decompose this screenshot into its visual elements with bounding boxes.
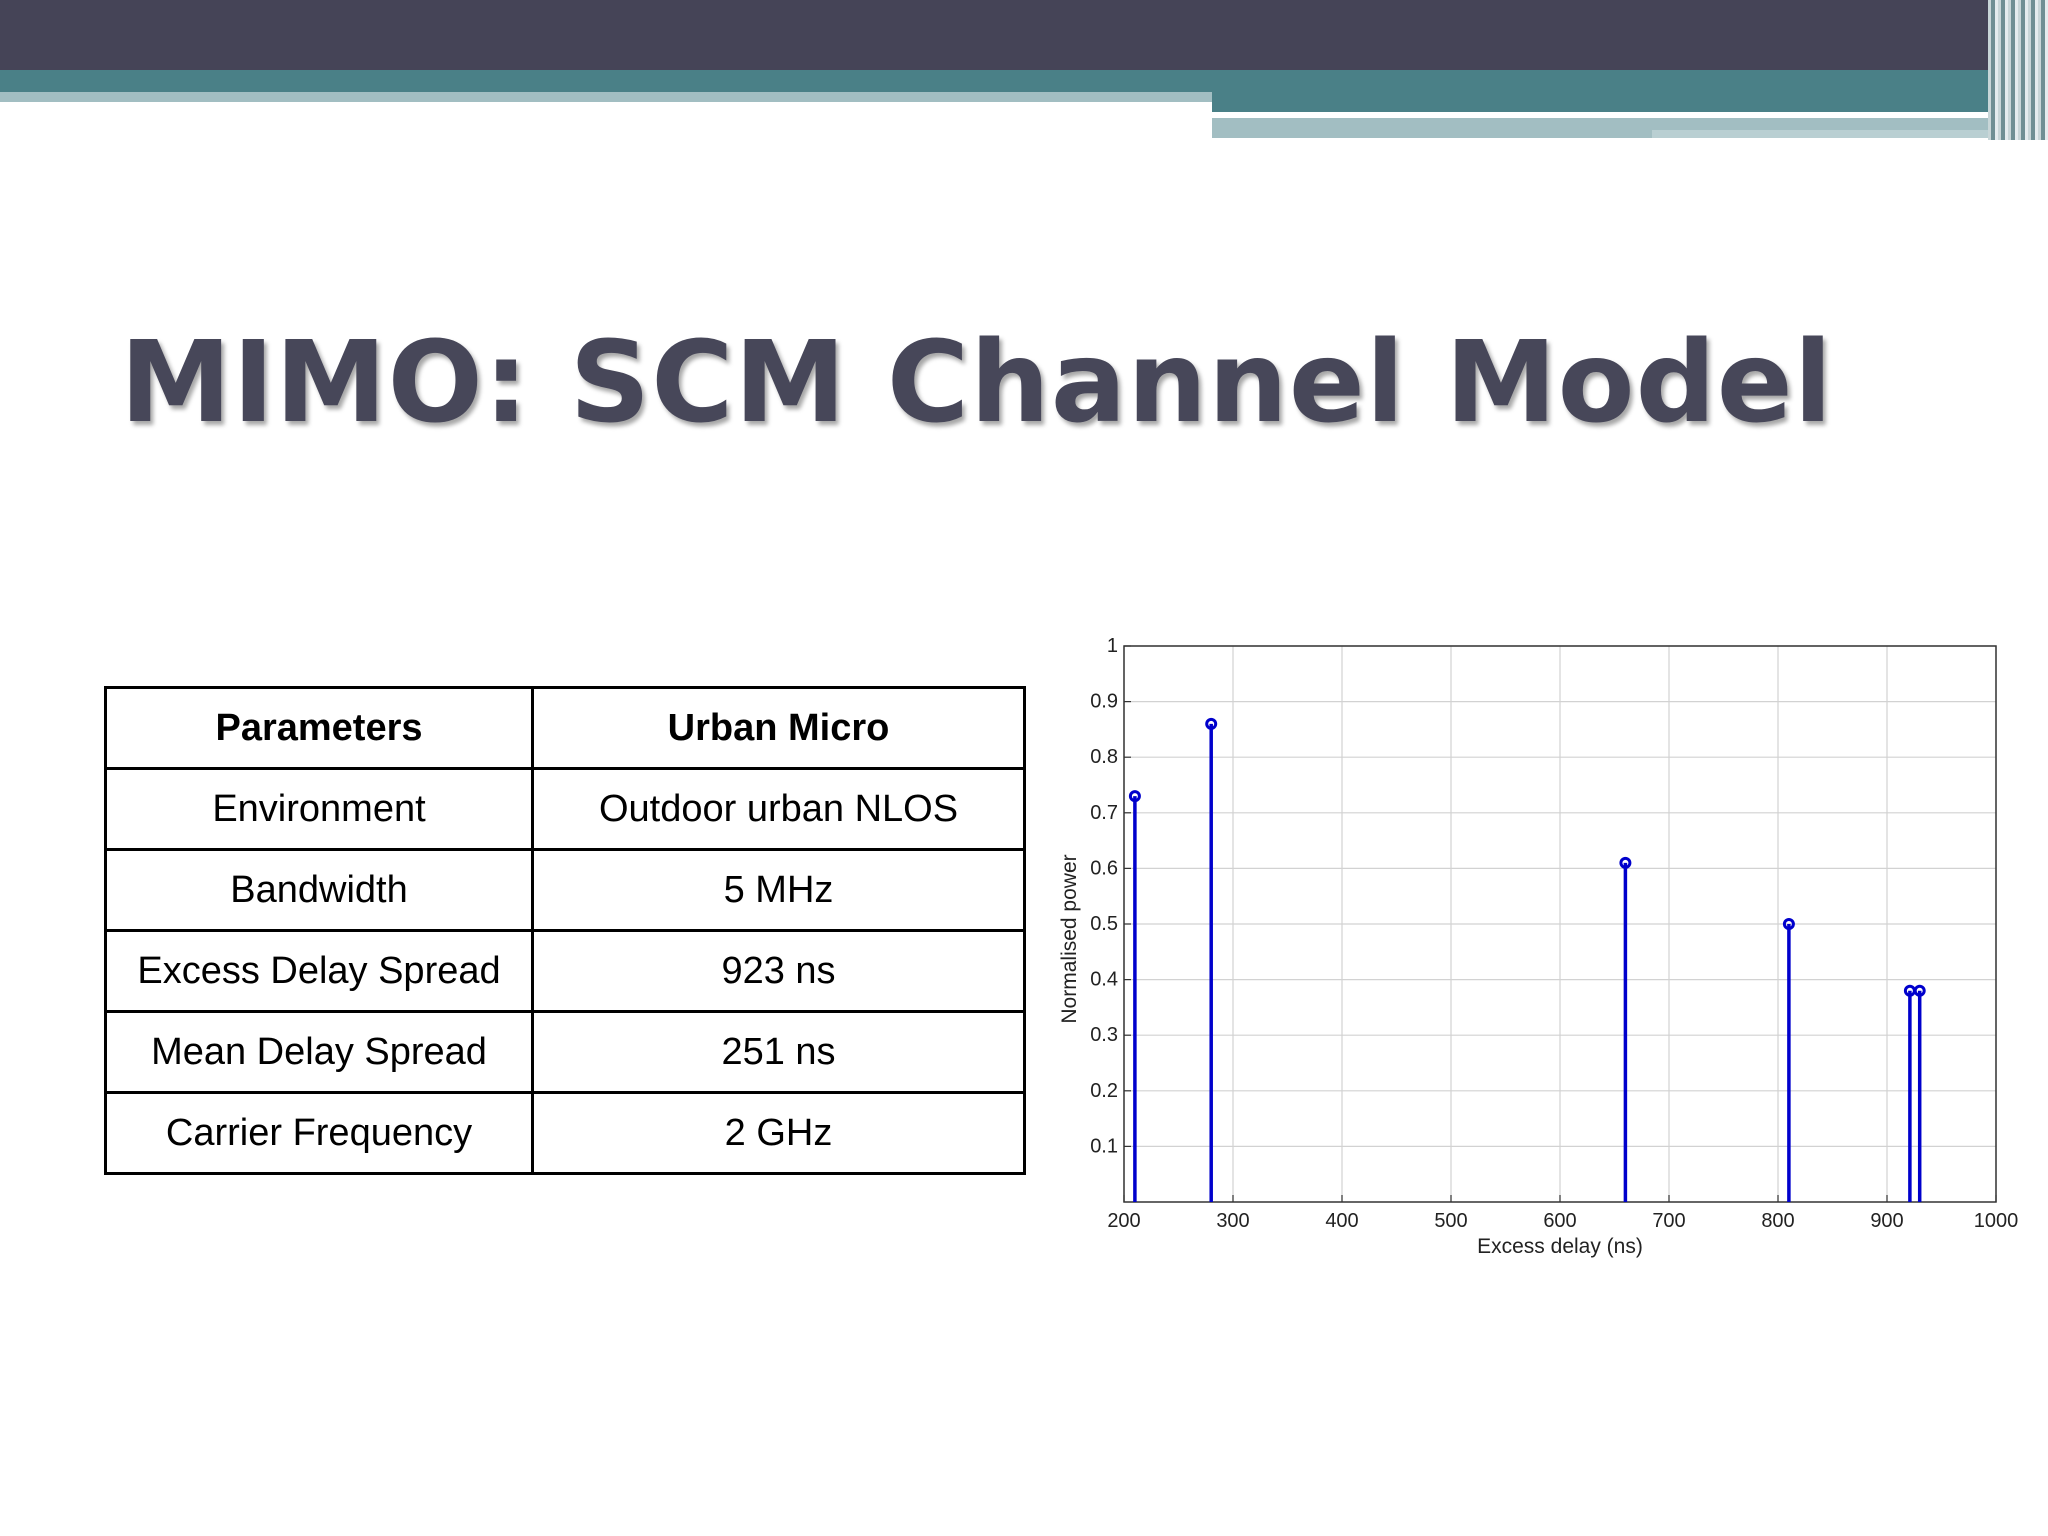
stem-marker [1619,856,1632,869]
table-header-cell: Urban Micro [531,686,1026,770]
table-cell: Excess Delay Spread [104,929,534,1013]
header-banner-white-line [1212,112,1897,118]
header-banner-dark [0,0,2048,70]
table-cell: 2 GHz [531,1091,1026,1175]
stem-marker [1128,790,1141,803]
x-tick-label: 200 [1107,1210,1140,1232]
power-delay-chart: 200 300 400 500 600 700 800 900 1000 0.1 0.2 0.3 0.4… [1058,635,2019,1258]
header-banner-teal [0,70,2048,92]
table-row: Excess Delay Spread 923 ns [104,929,1026,1013]
table-cell: 251 ns [531,1010,1026,1094]
y-tick-label: 0.3 [1090,1024,1118,1046]
table-cell: Mean Delay Spread [104,1010,534,1094]
x-tick-label: 300 [1216,1210,1249,1232]
y-tick-label: 0.6 [1090,857,1118,879]
header-banner-light-left [0,92,1212,102]
table-header-cell: Parameters [104,686,534,770]
x-tick-label: 800 [1761,1210,1794,1232]
table-cell: Outdoor urban NLOS [531,767,1026,851]
slide-title: MIMO: SCM Channel Model [120,318,1834,448]
y-axis-label: Normalised power [1058,854,1081,1023]
y-tick-label: 0.1 [1090,1135,1118,1157]
y-tick-label: 0.9 [1090,691,1118,713]
x-tick-label: 900 [1870,1210,1903,1232]
header-banner-edge-stripes [1988,0,2048,140]
x-tick-label: 600 [1543,1210,1576,1232]
y-tick-label: 0.7 [1090,802,1118,824]
y-tick-label: 0.5 [1090,913,1118,935]
table-row: Bandwidth 5 MHz [104,848,1026,932]
x-tick-label: 500 [1434,1210,1467,1232]
table-cell: 923 ns [531,929,1026,1013]
header-banner-light-strip [1652,130,2012,138]
table-cell: Bandwidth [104,848,534,932]
y-tick-label: 0.4 [1090,969,1118,991]
parameters-table: Parameters Urban Micro Environment Outdo… [104,686,1026,1175]
x-axis-label: Excess delay (ns) [1477,1235,1643,1258]
x-tick-label: 400 [1325,1210,1358,1232]
table-cell: Carrier Frequency [104,1091,534,1175]
x-tick-label: 1000 [1974,1210,2019,1232]
header-banner-step [1212,92,2002,112]
table-header-row: Parameters Urban Micro [104,686,1026,770]
stem-marker [1782,918,1795,930]
table-row: Mean Delay Spread 251 ns [104,1010,1026,1094]
table-row: Environment Outdoor urban NLOS [104,767,1026,851]
x-tick-label: 700 [1652,1210,1685,1232]
y-tick-label: 1 [1107,635,1118,657]
stem-marker [1205,717,1218,730]
table-row: Carrier Frequency 2 GHz [104,1091,1026,1175]
stem-marker [1913,984,1926,997]
y-tick-label: 0.2 [1090,1080,1118,1102]
table-cell: 5 MHz [531,848,1026,932]
table-cell: Environment [104,767,534,851]
y-tick-label: 0.8 [1090,746,1118,768]
